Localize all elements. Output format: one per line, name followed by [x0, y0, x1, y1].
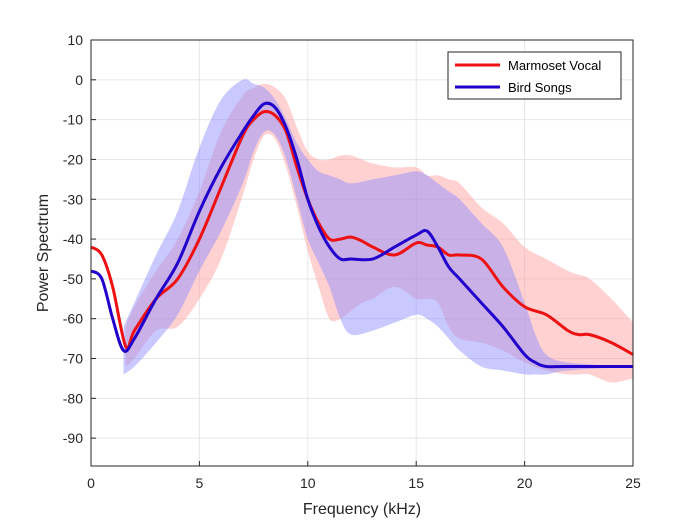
y-tick-label: -30	[63, 191, 83, 207]
y-tick-label: -10	[63, 112, 83, 128]
series-line-bird	[90, 101, 633, 369]
legend-bird-label: Bird Songs	[508, 80, 572, 95]
y-tick-label: -90	[63, 430, 83, 446]
y-axis-title: Power Spectrum	[35, 194, 52, 312]
x-tick-label: 20	[517, 475, 533, 491]
band-bird	[123, 79, 634, 375]
x-tick-label: 0	[87, 475, 95, 491]
x-tick-label: 15	[408, 475, 424, 491]
x-axis-title: Frequency (kHz)	[303, 501, 421, 518]
x-tick-label: 10	[300, 475, 316, 491]
tick-labels: 0 5 10 15 20 25 10 0 -10 -20 -30 -40 -50 -60 -70 -80 -90	[63, 32, 641, 491]
y-tick-label: -80	[63, 390, 83, 406]
y-tick-label: 10	[67, 32, 83, 48]
legend-box	[447, 51, 622, 100]
band-marmoset	[125, 83, 633, 383]
legend: Marmoset Vocal Bird Songs	[447, 51, 622, 100]
grid	[90, 39, 634, 466]
series-lines	[90, 101, 634, 369]
legend-marmoset-label: Marmoset Vocal	[508, 58, 601, 73]
x-tick-label: 5	[196, 475, 204, 491]
y-tick-label: -70	[63, 351, 83, 367]
plot-frame	[90, 39, 634, 467]
y-tick-label: -20	[63, 151, 83, 167]
y-tick-label: -40	[63, 231, 83, 247]
series-line-marmoset	[90, 110, 634, 356]
confidence-bands	[123, 79, 634, 383]
y-tick-label: 0	[75, 72, 83, 88]
y-tick-label: -50	[63, 271, 83, 287]
y-tick-label: -60	[63, 311, 83, 327]
x-tick-label: 25	[625, 475, 641, 491]
